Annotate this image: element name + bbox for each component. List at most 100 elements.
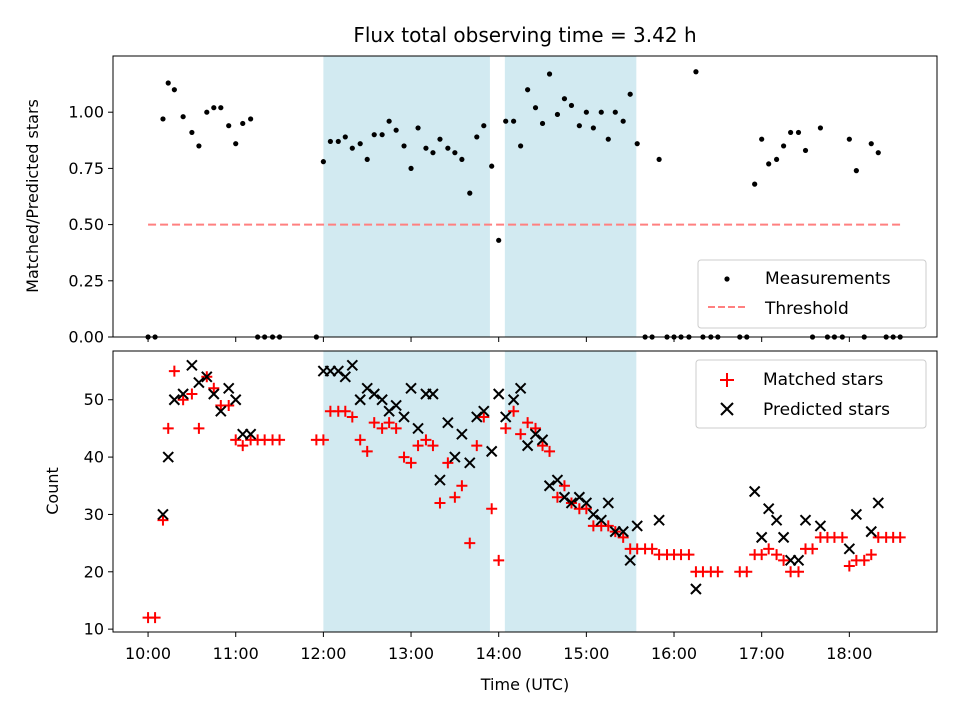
matched-star-point — [712, 566, 724, 578]
measurement-point — [415, 125, 421, 131]
matched-star-point — [580, 503, 592, 515]
predicted-star-point — [617, 525, 629, 538]
matched-star-point — [168, 365, 180, 377]
measurement-point — [511, 118, 517, 124]
x-tick-label: 12:00 — [300, 644, 346, 663]
measurement-point — [489, 163, 495, 169]
measurement-point — [349, 145, 355, 151]
matched-star-point — [544, 445, 556, 457]
measurement-point — [693, 69, 699, 75]
matched-star-point — [376, 422, 388, 434]
measurement-point — [853, 168, 859, 174]
predicted-star-point — [157, 508, 169, 521]
predicted-star-point — [449, 451, 461, 463]
legend-label-measurements: Measurements — [765, 269, 891, 289]
matched-star-point — [763, 543, 775, 555]
matched-star-point — [894, 531, 906, 543]
predicted-star-point — [580, 497, 593, 509]
top-shaded-intervals — [323, 56, 637, 337]
predicted-star-point — [368, 388, 380, 400]
y-tick-label: 1.00 — [68, 103, 104, 122]
predicted-star-point — [536, 434, 549, 446]
legend-label-matched-stars: Matched stars — [763, 370, 883, 390]
bottom-x-axis-ticks: 10:00 11:00 12:00 13:00 14:00 15:00 16:00 17:00… — [125, 632, 872, 663]
y-tick-label: 10 — [84, 620, 104, 639]
matched-star-point — [346, 411, 358, 423]
predicted-star-point — [208, 388, 220, 400]
predicted-star-point — [872, 497, 884, 509]
matched-star-point — [486, 503, 498, 515]
predicted-star-point — [587, 508, 600, 521]
matched-star-point — [186, 388, 198, 400]
bottom-legend: Matched stars Predicted stars — [695, 359, 927, 429]
measurement-point — [766, 161, 772, 167]
matched-star-point — [464, 537, 476, 549]
bottom-shaded-intervals — [323, 351, 637, 632]
matched-star-point — [771, 549, 783, 561]
measurement-point — [160, 116, 166, 122]
measurement-point — [364, 156, 370, 163]
predicted-star-point — [770, 514, 783, 526]
measurement-point — [437, 136, 443, 142]
bottom-legend-box — [695, 359, 927, 429]
predicted-star-point — [595, 514, 607, 526]
predicted-star-point — [551, 474, 564, 486]
measurement-point — [430, 150, 436, 156]
measurement-point — [532, 105, 539, 111]
measurement-point — [561, 96, 568, 102]
y-tick-label: 50 — [84, 390, 104, 409]
measurement-point — [518, 143, 524, 149]
measurement-point — [759, 136, 765, 142]
predicted-star-point — [376, 394, 388, 406]
matched-star-point — [237, 440, 249, 452]
predicted-star-point — [186, 359, 198, 372]
predicted-star-point — [442, 416, 454, 429]
measurement-point — [583, 109, 589, 115]
measurement-point — [459, 156, 465, 163]
measurement-point — [401, 143, 407, 149]
matched-star-point — [865, 549, 877, 561]
matched-star-point — [792, 566, 804, 578]
predicted-star-point — [177, 388, 189, 400]
measurement-point — [546, 71, 553, 77]
predicted-star-point — [244, 428, 257, 440]
matched-star-point — [646, 543, 658, 555]
matched-star-point — [405, 457, 417, 469]
matched-star-point — [741, 566, 753, 578]
predicted-star-point — [223, 382, 235, 394]
x-tick-label: 10:00 — [125, 644, 171, 663]
matched-star-point — [157, 514, 169, 526]
matched-star-point — [274, 434, 286, 446]
matched-star-point — [398, 451, 410, 463]
shaded-interval — [323, 56, 490, 337]
shaded-interval — [323, 351, 490, 632]
measurement-point — [590, 125, 596, 131]
measurement-point — [226, 123, 232, 129]
matched-star-point — [478, 411, 490, 423]
y-tick-label: 20 — [84, 562, 104, 581]
legend-marker-matched-stars — [720, 373, 734, 387]
bottom-panel: 10 20 30 40 50 10:00 11:00 12:00 13:00 14:00 15:0… — [43, 350, 938, 694]
matched-star-point — [177, 394, 189, 406]
predicted-star-point — [168, 394, 181, 406]
predicted-star-point — [799, 514, 812, 526]
matched-star-point — [515, 428, 527, 440]
predicted-star-point — [193, 376, 205, 389]
predicted-star-point — [507, 394, 520, 406]
matched-star-point — [551, 491, 563, 503]
measurement-point — [467, 190, 473, 196]
measurement-point — [605, 136, 611, 142]
predicted-star-point — [514, 382, 527, 394]
matched-star-point — [456, 480, 468, 492]
measurement-point — [393, 127, 399, 133]
predicted-star-point — [762, 502, 775, 515]
legend-marker-measurements — [724, 276, 730, 282]
predicted-star-point — [464, 457, 476, 469]
y-tick-label: 40 — [84, 448, 104, 467]
measurement-point — [180, 114, 186, 120]
predicted-star-point — [346, 359, 359, 372]
matched-star-point — [317, 434, 329, 446]
predicted-star-point — [390, 399, 402, 412]
matched-star-point — [230, 434, 242, 446]
y-tick-label: 0.50 — [68, 215, 104, 234]
